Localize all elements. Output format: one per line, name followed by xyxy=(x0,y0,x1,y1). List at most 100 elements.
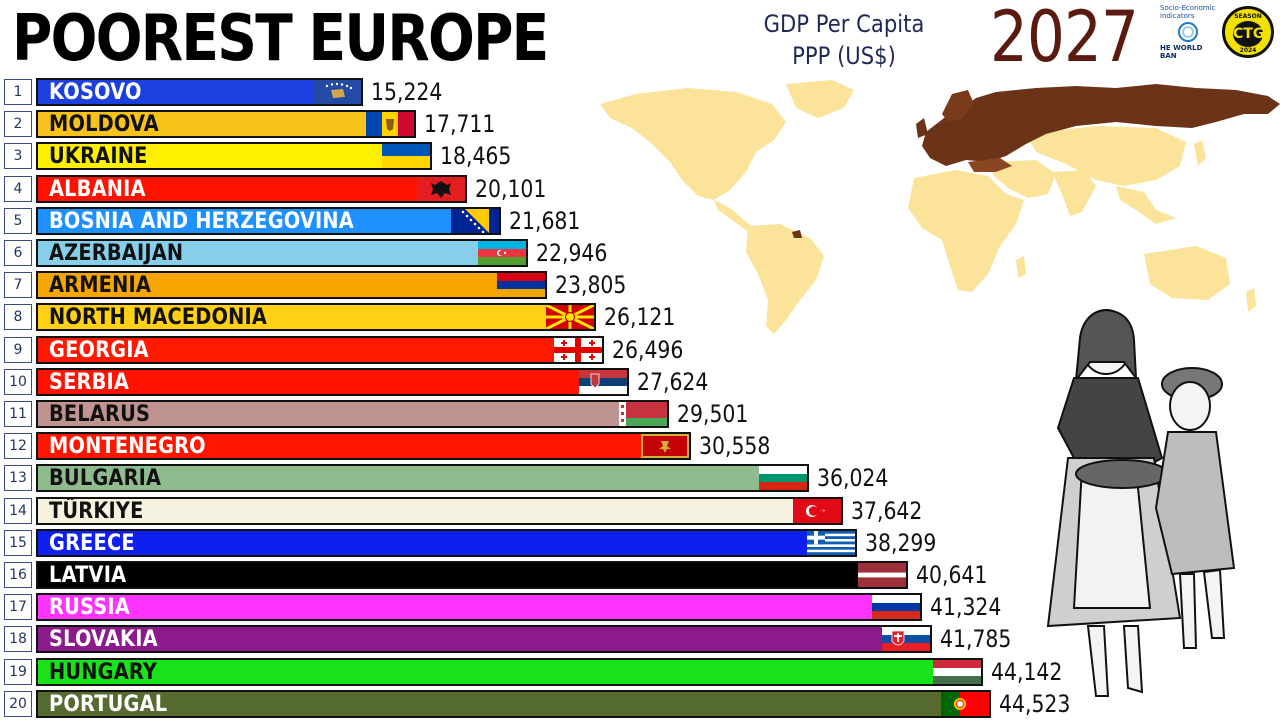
year-label: 2027 xyxy=(990,0,1139,78)
bar: MONTENEGRO xyxy=(36,432,691,460)
season-logo: SEASON CTG 2024 xyxy=(1222,6,1274,58)
map-uk-highlight xyxy=(916,118,928,138)
category-label: GREECE xyxy=(49,531,135,556)
montenegro-flag xyxy=(641,434,689,458)
child-head xyxy=(1169,381,1211,431)
map-india xyxy=(1052,170,1096,216)
value-label: 20,101 xyxy=(475,175,547,203)
category-label: GEORGIA xyxy=(49,338,149,363)
category-label: MONTENEGRO xyxy=(49,434,206,459)
bar: MOLDOVA xyxy=(36,110,416,138)
season-logo-mid: CTG xyxy=(1233,21,1264,47)
category-label: BOSNIA AND HERZEGOVINA xyxy=(49,209,354,234)
bar: AZERBAIJAN xyxy=(36,239,528,267)
value-label: 44,523 xyxy=(999,690,1071,718)
rank-label: 3 xyxy=(4,143,32,169)
value-label: 30,558 xyxy=(699,432,771,460)
serbia-flag xyxy=(579,370,627,394)
bulgaria-flag xyxy=(759,466,807,490)
ukraine-flag xyxy=(382,144,430,168)
rank-label: 11 xyxy=(4,401,32,427)
bar: TÜRKIYE xyxy=(36,497,843,525)
category-label: SERBIA xyxy=(49,370,130,395)
category-label: TÜRKIYE xyxy=(49,499,144,524)
map-europe-highlight xyxy=(922,84,1280,166)
value-label: 27,624 xyxy=(637,368,709,396)
belarus-flag xyxy=(619,402,667,426)
value-label: 29,501 xyxy=(677,400,749,428)
girl-figure xyxy=(1046,308,1182,697)
category-label: BELARUS xyxy=(49,402,151,427)
azerbaijan-flag xyxy=(478,241,526,265)
bar: GEORGIA xyxy=(36,336,604,364)
value-label: 18,465 xyxy=(440,142,512,170)
map-central-america xyxy=(714,200,754,230)
bar: ALBANIA xyxy=(36,175,467,203)
map-madagascar xyxy=(1016,256,1026,278)
bar: LATVIA xyxy=(36,561,908,589)
girl-hair xyxy=(1074,308,1138,384)
world-bank-logo: Socio-Economic indicators HE WORLD BAN xyxy=(1160,4,1218,66)
world-map xyxy=(600,80,1280,334)
category-label: PORTUGAL xyxy=(49,692,168,717)
globe-icon xyxy=(1178,22,1198,42)
girl-legs xyxy=(1086,625,1144,697)
slovakia-flag xyxy=(882,627,930,651)
bar: BULGARIA xyxy=(36,464,809,492)
value-label: 26,121 xyxy=(604,303,676,331)
logo-text-line-2: indicators xyxy=(1160,12,1195,20)
rank-label: 8 xyxy=(4,304,32,330)
rank-label: 12 xyxy=(4,433,32,459)
map-australia xyxy=(1144,246,1230,300)
rank-label: 13 xyxy=(4,465,32,491)
bosnia-flag xyxy=(451,209,499,233)
kosovo-flag xyxy=(313,80,361,104)
chart-title: POOREST EUROPE xyxy=(12,2,549,76)
rank-label: 7 xyxy=(4,272,32,298)
value-label: 22,946 xyxy=(536,239,608,267)
child-legs xyxy=(1178,568,1226,649)
bar: SERBIA xyxy=(36,368,629,396)
bar: PORTUGAL xyxy=(36,690,991,718)
value-label: 40,641 xyxy=(916,561,988,589)
rank-label: 20 xyxy=(4,691,32,717)
rank-label: 18 xyxy=(4,626,32,652)
bar: NORTH MACEDONIA xyxy=(36,303,596,331)
map-new-zealand xyxy=(1246,288,1256,312)
armenia-flag xyxy=(497,273,545,297)
category-label: RUSSIA xyxy=(49,595,130,620)
value-label: 37,642 xyxy=(851,497,923,525)
georgia-flag xyxy=(554,338,602,362)
map-greenland xyxy=(786,80,854,118)
bar: BELARUS xyxy=(36,400,669,428)
map-southeast-asia xyxy=(1116,186,1176,224)
rank-label: 4 xyxy=(4,176,32,202)
rank-label: 15 xyxy=(4,530,32,556)
bar: UKRAINE xyxy=(36,142,432,170)
rank-label: 16 xyxy=(4,562,32,588)
map-south-america xyxy=(746,224,824,334)
category-label: ALBANIA xyxy=(49,177,146,202)
map-north-america xyxy=(600,88,786,200)
bar: HUNGARY xyxy=(36,658,983,686)
category-label: HUNGARY xyxy=(49,660,158,685)
bar: SLOVAKIA xyxy=(36,625,932,653)
rank-label: 2 xyxy=(4,111,32,137)
map-turkey-region xyxy=(968,158,1012,172)
rank-label: 17 xyxy=(4,594,32,620)
value-label: 38,299 xyxy=(865,529,937,557)
bar: BOSNIA AND HERZEGOVINA xyxy=(36,207,501,235)
bar: ARMENIA xyxy=(36,271,547,299)
subtitle-line-1: GDP Per Capita xyxy=(763,10,925,38)
moldova-flag xyxy=(366,112,414,136)
north-macedonia-flag xyxy=(545,305,594,329)
value-label: 15,224 xyxy=(371,78,443,106)
turkiye-flag xyxy=(793,499,841,523)
value-label: 36,024 xyxy=(817,464,889,492)
category-label: BULGARIA xyxy=(49,466,162,491)
rank-label: 19 xyxy=(4,659,32,685)
rank-label: 5 xyxy=(4,208,32,234)
portugal-flag xyxy=(941,692,989,716)
category-label: UKRAINE xyxy=(49,144,148,169)
